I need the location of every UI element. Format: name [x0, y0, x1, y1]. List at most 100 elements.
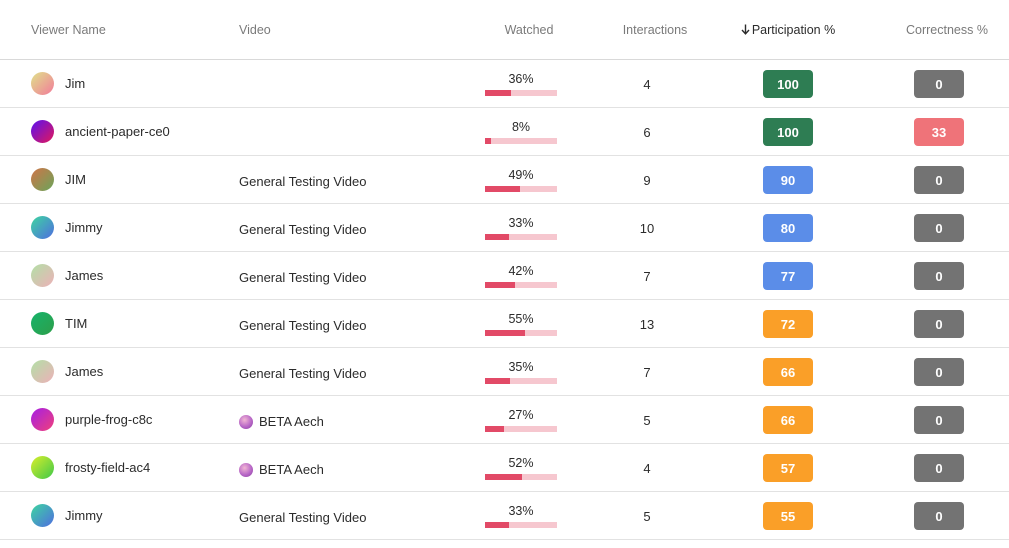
interactions-count: 13	[639, 317, 655, 332]
watched-progress-bar	[485, 138, 557, 144]
participation-badge: 77	[763, 262, 813, 290]
watched-percent: 55%	[508, 312, 534, 326]
participation-badge: 72	[763, 310, 813, 338]
watched-cell: 27%	[485, 408, 557, 432]
table-header: Viewer Name Video Watched Interactions P…	[0, 0, 1009, 60]
watched-progress-fill	[485, 186, 521, 192]
interactions-count: 6	[643, 125, 651, 140]
table-row[interactable]: James General Testing Video 42% 7 77 0	[0, 252, 1009, 300]
table-row[interactable]: TIM General Testing Video 55% 13 72 0	[0, 300, 1009, 348]
participation-badge: 90	[763, 166, 813, 194]
video-title: General Testing Video	[239, 174, 367, 189]
watched-progress-fill	[485, 282, 516, 288]
interactions-count: 5	[643, 413, 651, 428]
video-title: General Testing Video	[239, 270, 367, 285]
video-title: General Testing Video	[239, 318, 367, 333]
participation-badge: 100	[763, 118, 813, 146]
video-cell: General Testing Video	[239, 270, 366, 285]
correctness-badge: 0	[914, 310, 964, 338]
watched-percent: 49%	[508, 168, 534, 182]
watched-percent: 33%	[508, 216, 534, 230]
watched-cell: 42%	[485, 264, 557, 288]
table-row[interactable]: ancient-paper-ce0 8% 6 100 33	[0, 108, 1009, 156]
avatar	[31, 456, 54, 479]
avatar	[31, 312, 54, 335]
video-cell: General Testing Video	[239, 510, 366, 525]
correctness-badge: 0	[914, 166, 964, 194]
video-cell: General Testing Video	[239, 222, 366, 237]
column-header-interactions[interactable]: Interactions	[622, 23, 688, 37]
watched-progress-bar	[485, 522, 557, 528]
interactions-count: 4	[643, 461, 651, 476]
interactions-count: 7	[643, 269, 651, 284]
watched-progress-bar	[485, 282, 557, 288]
watched-progress-bar	[485, 186, 557, 192]
participation-badge: 66	[763, 406, 813, 434]
watched-percent: 35%	[508, 360, 534, 374]
video-title: General Testing Video	[239, 366, 367, 381]
watched-progress-fill	[485, 426, 505, 432]
watched-cell: 33%	[485, 504, 557, 528]
viewer-name: JIM	[65, 172, 86, 187]
watched-cell: 36%	[485, 72, 557, 96]
avatar	[31, 168, 54, 191]
correctness-badge: 33	[914, 118, 964, 146]
viewer-name: purple-frog-c8c	[65, 412, 153, 427]
column-header-video[interactable]: Video	[239, 23, 271, 37]
interactions-count: 10	[639, 221, 655, 236]
table-row[interactable]: purple-frog-c8c BETA Aech 27% 5 66 0	[0, 396, 1009, 444]
watched-progress-fill	[485, 474, 523, 480]
interactions-count: 9	[643, 173, 651, 188]
viewer-name: James	[65, 268, 104, 283]
watched-cell: 49%	[485, 168, 557, 192]
watched-percent: 52%	[508, 456, 534, 470]
watched-progress-fill	[485, 138, 491, 144]
table-row[interactable]: Jimmy General Testing Video 33% 10 80 0	[0, 204, 1009, 252]
viewer-name: frosty-field-ac4	[65, 460, 151, 475]
table-body: Jim 36% 4 100 0 ancient-paper-ce0 8% 6 1…	[0, 60, 1009, 540]
video-cell: General Testing Video	[239, 318, 366, 333]
correctness-badge: 0	[914, 358, 964, 386]
correctness-badge: 0	[914, 262, 964, 290]
watched-progress-bar	[485, 90, 557, 96]
avatar	[31, 504, 54, 527]
participation-badge: 55	[763, 502, 813, 530]
avatar	[31, 264, 54, 287]
table-row[interactable]: James General Testing Video 35% 7 66 0	[0, 348, 1009, 396]
video-emoji-icon	[239, 462, 253, 477]
participation-badge: 66	[763, 358, 813, 386]
column-header-watched[interactable]: Watched	[504, 23, 554, 37]
arrow-down-icon	[741, 23, 750, 37]
watched-progress-fill	[485, 330, 525, 336]
video-title: General Testing Video	[239, 222, 367, 237]
video-title: General Testing Video	[239, 510, 367, 525]
video-title: BETA Aech	[259, 414, 324, 429]
watched-percent: 8%	[511, 120, 531, 134]
column-header-correctness[interactable]: Correctness %	[906, 23, 988, 37]
column-header-viewer-name[interactable]: Viewer Name	[31, 23, 106, 37]
table-row[interactable]: Jim 36% 4 100 0	[0, 60, 1009, 108]
viewer-name: Jim	[65, 76, 86, 91]
table-row[interactable]: frosty-field-ac4 BETA Aech 52% 4 57 0	[0, 444, 1009, 492]
correctness-badge: 0	[914, 454, 964, 482]
column-header-participation[interactable]: Participation %	[733, 23, 843, 37]
watched-progress-bar	[485, 378, 557, 384]
viewer-name: Jimmy	[65, 220, 103, 235]
avatar	[31, 72, 54, 95]
table-row[interactable]: Jimmy General Testing Video 33% 5 55 0	[0, 492, 1009, 540]
video-cell: BETA Aech	[239, 462, 324, 477]
watched-progress-bar	[485, 474, 557, 480]
watched-progress-fill	[485, 522, 509, 528]
interactions-count: 4	[643, 77, 651, 92]
watched-progress-bar	[485, 426, 557, 432]
interactions-count: 7	[643, 365, 651, 380]
correctness-badge: 0	[914, 406, 964, 434]
watched-progress-bar	[485, 330, 557, 336]
avatar	[31, 408, 54, 431]
watched-cell: 35%	[485, 360, 557, 384]
correctness-badge: 0	[914, 70, 964, 98]
viewer-name: ancient-paper-ce0	[65, 124, 170, 139]
video-title: BETA Aech	[259, 462, 324, 477]
viewer-name: Jimmy	[65, 508, 103, 523]
table-row[interactable]: JIM General Testing Video 49% 9 90 0	[0, 156, 1009, 204]
